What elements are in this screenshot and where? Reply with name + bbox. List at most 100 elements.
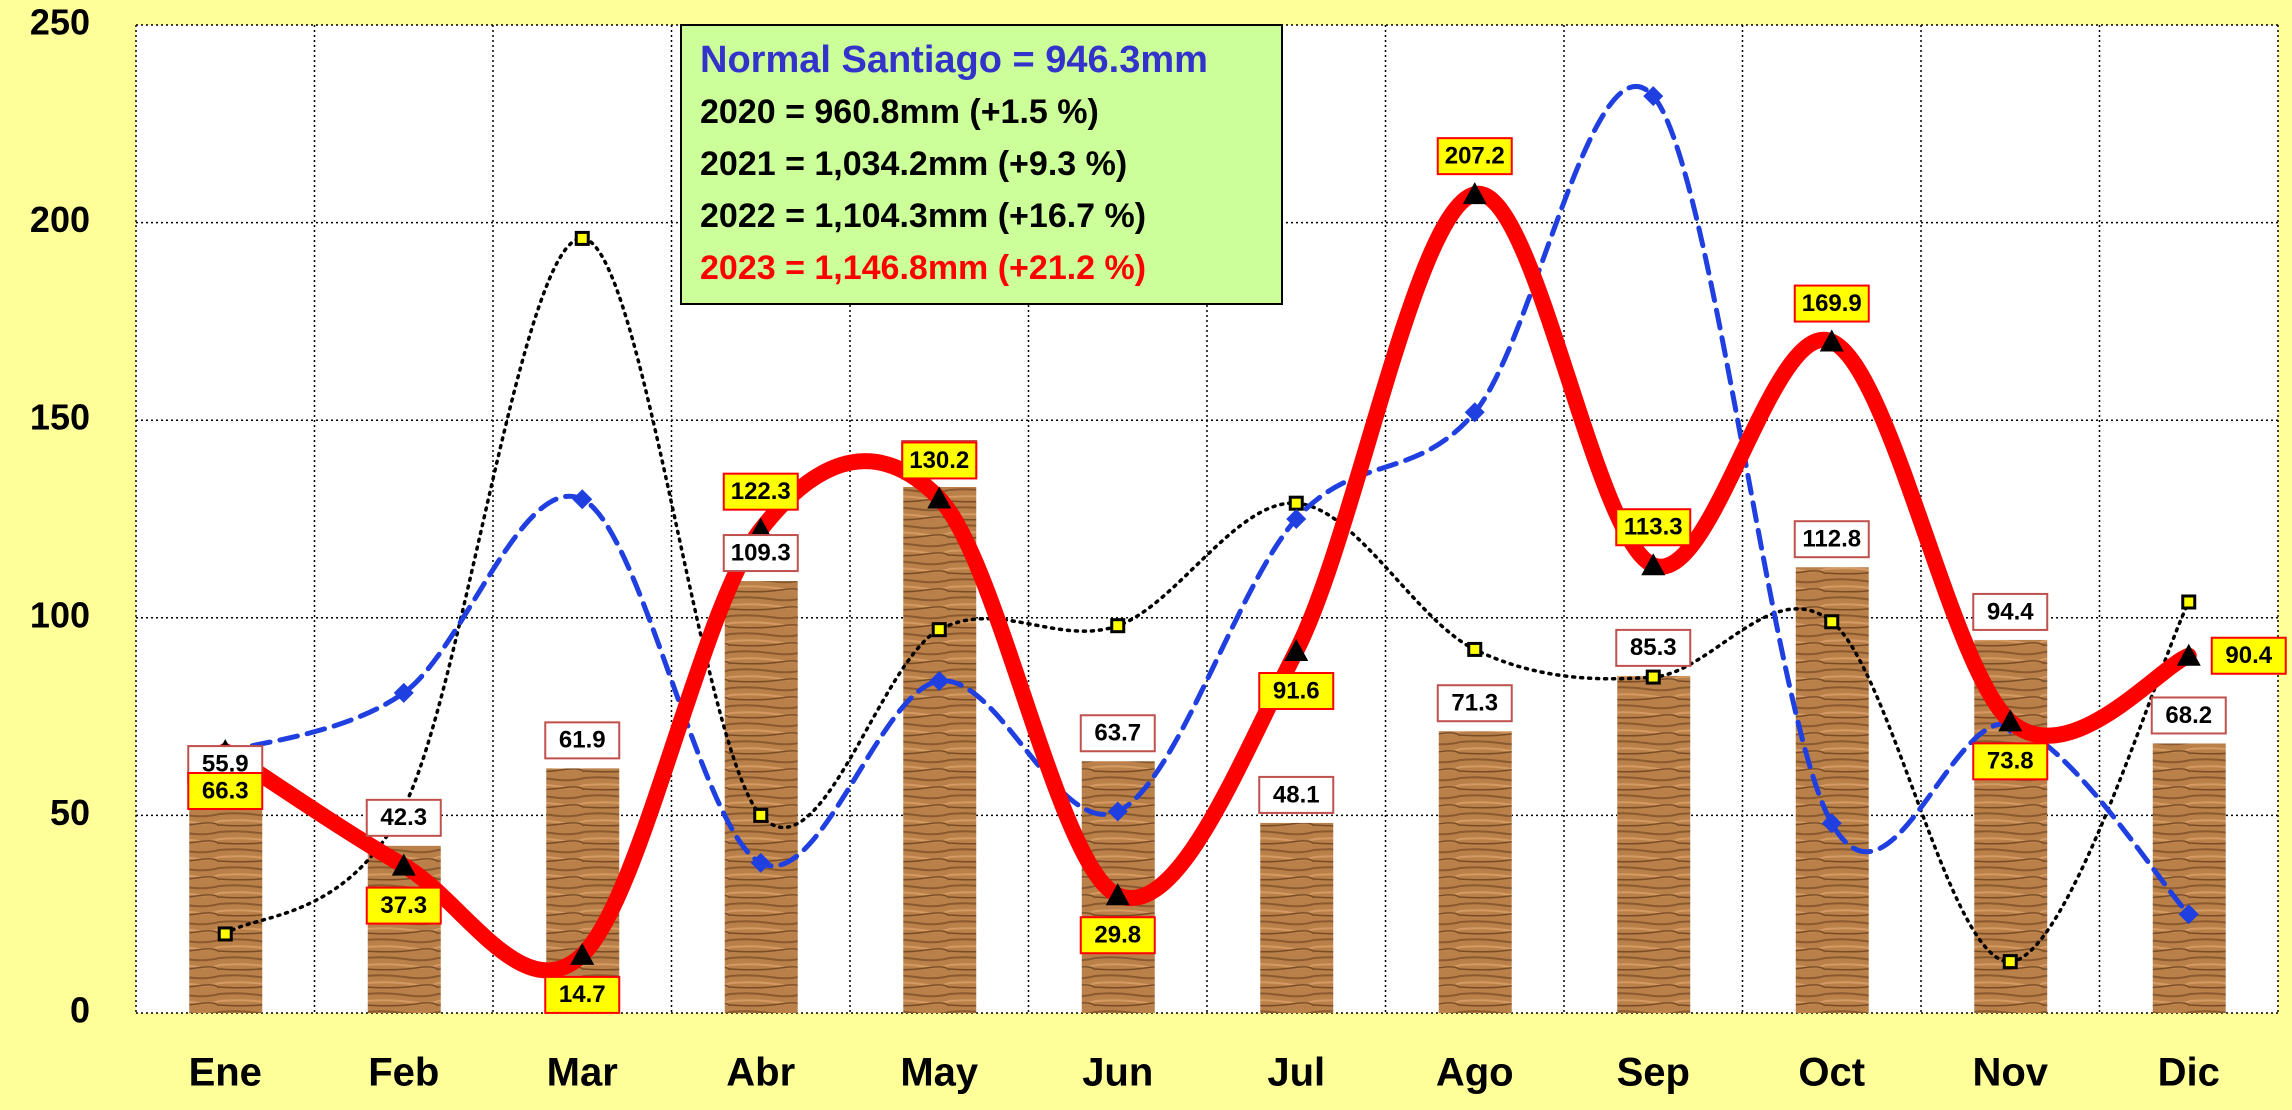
marker (1286, 509, 1307, 529)
data-label: 113.3 (1624, 514, 1683, 541)
data-label: 169.9 (1802, 290, 1862, 317)
marker (931, 622, 947, 638)
marker (1462, 182, 1487, 205)
marker (2176, 643, 2201, 666)
data-label: 91.6 (1273, 677, 1320, 704)
data-label: 109.3 (731, 539, 791, 566)
marker (1288, 495, 1304, 511)
data-label: 73.8 (1987, 748, 2034, 775)
marker (1641, 553, 1666, 576)
data-label: 94.4 (1987, 598, 2034, 625)
data-label: 14.7 (559, 981, 606, 1008)
data-label: 37.3 (380, 892, 427, 919)
annotation: Normal Santiago = 946.3mm (700, 39, 1208, 81)
data-label: 90.4 (2225, 642, 2272, 669)
data-label-box (544, 721, 621, 760)
x-tick-label: Ene (189, 1051, 262, 1095)
data-label: 29.8 (1094, 922, 1141, 949)
bar (1617, 675, 1691, 1013)
marker (574, 230, 590, 246)
x-tick-label: Jul (1267, 1051, 1325, 1095)
data-label: 61.9 (559, 727, 606, 754)
data-label: 207.2 (1445, 142, 1505, 169)
data-label-box (1615, 628, 1692, 667)
marker (2181, 594, 2197, 610)
annotation: 2022 = 1,104.3mm (+16.7 %) (700, 197, 1146, 235)
marker (1821, 813, 1842, 834)
data-label: 48.1 (1273, 781, 1320, 808)
y-tick-label: 150 (30, 397, 90, 438)
bar (903, 486, 977, 1014)
bar (1795, 567, 1869, 1013)
marker (1467, 641, 1483, 657)
annotation: 2023 = 1,146.8mm (+21.2 %) (700, 249, 1146, 287)
data-label-box (1079, 714, 1156, 753)
annotation: 2021 = 1,034.2mm (+9.3 %) (700, 145, 1127, 183)
x-tick-label: Oct (1798, 1051, 1865, 1095)
data-label-box (722, 534, 799, 573)
data-label-box (1436, 684, 1513, 723)
data-label-box (365, 798, 442, 837)
x-tick-label: Jun (1082, 1051, 1153, 1095)
marker (1819, 329, 1844, 352)
marker (927, 486, 952, 509)
x-tick-label: Sep (1617, 1051, 1690, 1095)
marker (1998, 709, 2023, 732)
marker (217, 926, 233, 942)
marker (2002, 954, 2018, 970)
data-label-box (1793, 520, 1870, 559)
data-label-box (2150, 696, 2227, 735)
y-tick-label: 250 (30, 2, 90, 43)
marker (572, 489, 593, 510)
data-label-box (1258, 671, 1335, 710)
data-label: 63.7 (1094, 720, 1141, 747)
series-line (222, 84, 2192, 917)
marker (929, 671, 950, 692)
x-tick-label: Dic (2158, 1051, 2220, 1095)
marker (1643, 86, 1664, 107)
marker (1284, 638, 1309, 661)
marker (1107, 801, 1128, 822)
marker (1645, 669, 1661, 685)
bar (1260, 822, 1334, 1013)
data-label: 85.3 (1630, 634, 1677, 661)
marker (570, 942, 595, 965)
data-label-box (1079, 916, 1156, 955)
bar (724, 581, 798, 1013)
y-tick-label: 200 (30, 199, 90, 240)
annotation-box (680, 24, 1283, 305)
data-label: 66.3 (202, 777, 249, 804)
data-label-box (1436, 137, 1513, 176)
x-tick-label: May (900, 1051, 979, 1095)
y-tick-label: 100 (30, 594, 90, 635)
bar (1438, 731, 1512, 1013)
marker (753, 807, 769, 823)
data-label: 71.3 (1451, 690, 1498, 717)
marker (391, 853, 416, 876)
data-label-box (1793, 284, 1870, 323)
x-tick-label: Feb (368, 1051, 439, 1095)
marker (1105, 883, 1130, 906)
x-tick-label: Abr (726, 1051, 795, 1095)
data-label: 112.8 (1802, 526, 1861, 553)
x-tick-label: Mar (547, 1051, 618, 1095)
data-label-box (1972, 742, 2049, 781)
bar (2152, 743, 2226, 1013)
data-label-box (901, 441, 978, 480)
data-label-box (1972, 592, 2049, 631)
data-label-box (187, 771, 264, 810)
y-tick-label: 50 (50, 792, 90, 833)
marker (750, 852, 771, 873)
data-label-box (2210, 636, 2287, 675)
y-tick-label: 0 (70, 990, 90, 1031)
data-label-box (544, 975, 621, 1014)
bar (189, 792, 263, 1013)
x-tick-label: Ago (1436, 1051, 1514, 1095)
marker (1110, 618, 1126, 634)
marker (2178, 904, 2199, 925)
data-label: 68.2 (2165, 702, 2212, 729)
annotation: 2020 = 960.8mm (+1.5 %) (700, 93, 1099, 131)
data-label-box (1258, 775, 1335, 814)
